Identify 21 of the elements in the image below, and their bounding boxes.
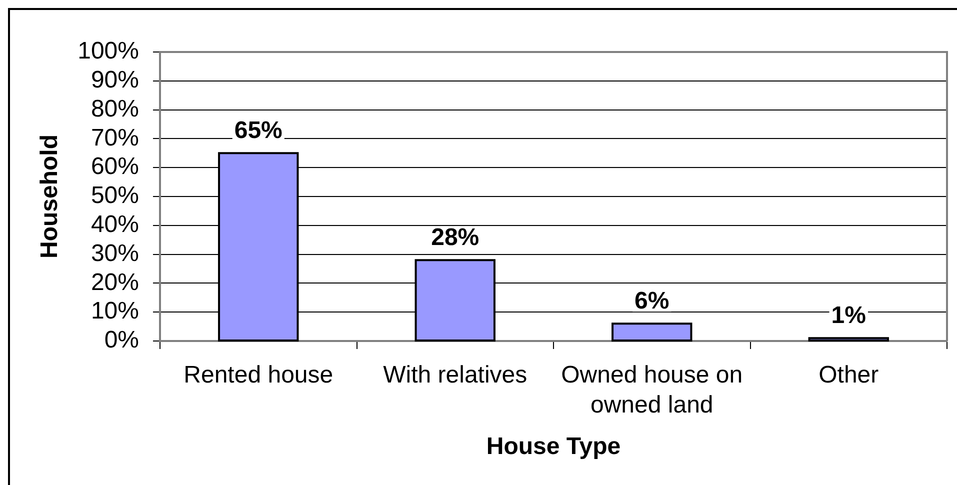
x-tick-label: Other <box>818 362 879 389</box>
y-axis-title: Household <box>36 134 64 258</box>
y-tick-label: 100% <box>78 38 139 65</box>
data-label: 65% <box>234 117 282 144</box>
y-tick-label: 50% <box>90 182 139 210</box>
y-tick-label: 20% <box>90 268 139 296</box>
y-tick-label: 0% <box>104 326 139 354</box>
y-tick-label: 70% <box>90 124 139 152</box>
y-tick-label: 60% <box>90 153 139 180</box>
y-tick-label: 90% <box>90 66 139 94</box>
y-tick-label: 40% <box>90 211 139 238</box>
data-label: 1% <box>831 302 866 330</box>
x-axis-title: House Type <box>486 433 621 460</box>
y-tick-label: 30% <box>90 240 139 267</box>
data-label: 6% <box>634 288 670 315</box>
x-tick-label: Owned house on owned land <box>561 362 743 419</box>
y-tick-label: 80% <box>90 95 139 122</box>
y-tick-label: 10% <box>90 298 139 325</box>
x-tick-label: With relatives <box>383 362 528 389</box>
x-tick-label: Rented house <box>184 362 334 389</box>
data-label: 28% <box>431 224 480 252</box>
